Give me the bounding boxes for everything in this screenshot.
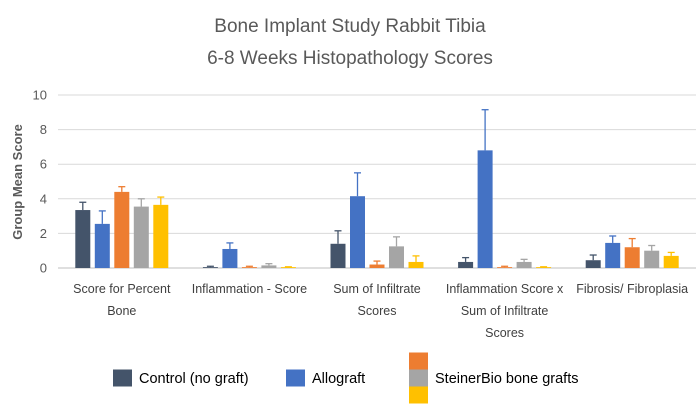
- bar: [350, 196, 365, 268]
- bar: [261, 265, 277, 268]
- bar: [516, 261, 532, 268]
- x-category-label: Inflammation - Score: [192, 282, 307, 296]
- bar: [114, 191, 130, 268]
- legend-label: Control (no graft): [139, 371, 249, 387]
- bar: [133, 206, 149, 268]
- y-tick-label: 6: [40, 157, 47, 172]
- bar: [202, 267, 218, 268]
- bar: [477, 150, 493, 268]
- legend-item: Allograft: [286, 369, 365, 387]
- x-category-label-line: Scores: [358, 304, 397, 318]
- x-category-label: Fibrosis/ Fibroplasia: [576, 282, 688, 296]
- x-category-label: Score for Percent Bone: [73, 282, 171, 318]
- x-category-label-line: Bone: [107, 304, 136, 318]
- y-axis-label: Group Mean Score: [10, 124, 25, 240]
- bar: [605, 242, 621, 268]
- x-category-label: Inflammation Score x Sum of Infiltrate Sco…: [446, 282, 564, 340]
- bar: [94, 223, 110, 268]
- legend-swatch: [409, 352, 428, 370]
- bar: [241, 267, 257, 268]
- bars: [75, 150, 679, 268]
- bar: [663, 255, 679, 268]
- legend: Control (no graft) Allograft SteinerBio bo…: [113, 352, 578, 404]
- bar: [585, 260, 601, 268]
- legend-label: Allograft: [312, 371, 365, 387]
- chart-title-line-1: Bone Implant Study Rabbit Tibia: [214, 16, 486, 37]
- bar: [497, 267, 513, 268]
- legend-swatch: [409, 386, 428, 404]
- x-category-label-line: Sum of Infiltrate: [333, 282, 421, 296]
- y-tick-label: 8: [40, 122, 47, 137]
- x-axis-categories: Score for Percent Bone Inflammation - Scor…: [73, 282, 688, 340]
- legend-item: SteinerBio bone grafts: [409, 352, 578, 404]
- legend-swatch: [409, 369, 428, 387]
- bar: [222, 248, 238, 268]
- bar: [644, 250, 660, 268]
- bar: [280, 267, 296, 268]
- bar: [536, 267, 552, 268]
- bar: [408, 261, 424, 268]
- x-category-label-line: Scores: [485, 326, 524, 340]
- bar: [330, 243, 346, 268]
- legend-label: SteinerBio bone grafts: [435, 371, 578, 387]
- bar: [75, 210, 91, 268]
- legend-swatch: [286, 369, 305, 387]
- y-tick-label: 4: [40, 191, 47, 206]
- chart-title-line-2: 6-8 Weeks Histopathology Scores: [207, 48, 493, 69]
- bar: [624, 247, 640, 268]
- bar: [389, 246, 404, 268]
- bar: [369, 264, 385, 268]
- x-category-label-line: Inflammation Score x: [446, 282, 564, 296]
- error-bars: [79, 109, 675, 268]
- legend-swatch: [113, 369, 132, 387]
- x-category-label-line: Fibrosis/ Fibroplasia: [576, 282, 688, 296]
- y-axis-ticks: 0 2 4 6 8 10: [33, 88, 47, 276]
- legend-item: Control (no graft): [113, 369, 249, 387]
- y-tick-label: 10: [33, 88, 47, 103]
- x-category-label-line: Inflammation - Score: [192, 282, 307, 296]
- bar: [153, 204, 169, 268]
- y-tick-label: 2: [40, 226, 47, 241]
- x-category-label-line: Sum of Infiltrate: [461, 304, 549, 318]
- x-category-label-line: Score for Percent: [73, 282, 171, 296]
- bar: [458, 261, 474, 268]
- x-category-label: Sum of Infiltrate Scores: [333, 282, 421, 318]
- y-tick-label: 0: [40, 261, 47, 276]
- chart-title: Bone Implant Study Rabbit Tibia 6-8 Week…: [207, 16, 493, 69]
